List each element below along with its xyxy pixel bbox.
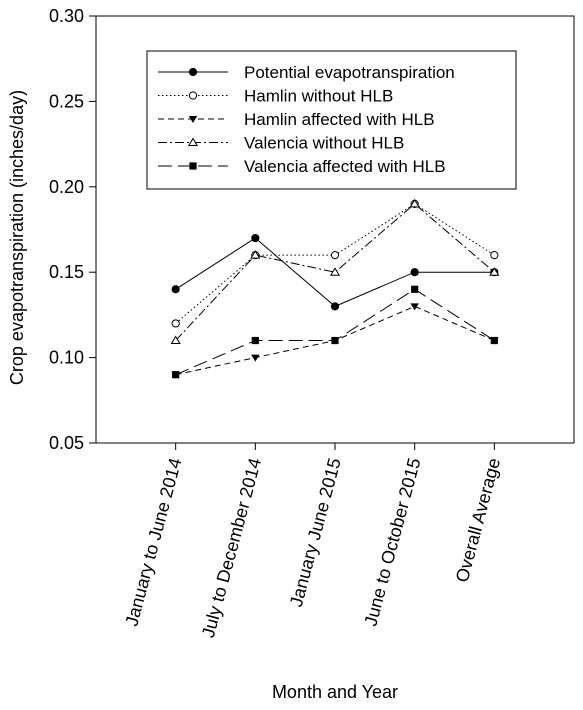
series-layer <box>170 198 500 379</box>
x-tick-label: Overall Average <box>452 456 504 585</box>
legend-marker <box>188 116 198 123</box>
data-point <box>330 302 340 311</box>
data-point <box>171 319 180 328</box>
y-tick-label: 0.05 <box>49 433 84 453</box>
legend-label: Valencia affected with HLB <box>244 157 446 176</box>
data-point <box>490 251 499 260</box>
data-point <box>251 336 259 345</box>
data-point <box>170 335 181 345</box>
y-axis-title: Crop evapotranspiration (inches/day) <box>7 90 27 385</box>
data-point <box>409 198 420 208</box>
x-tick-label: January to June 2014 <box>121 456 185 628</box>
x-tick-label: July to December 2014 <box>198 456 265 640</box>
data-point <box>250 250 261 259</box>
data-point <box>330 251 340 260</box>
y-tick-label: 0.10 <box>49 348 84 368</box>
data-point <box>171 285 180 294</box>
legend-label: Potential evapotranspiration <box>244 63 455 82</box>
legend-label: Hamlin without HLB <box>244 87 393 106</box>
y-axis: 0.05 0.10 0.15 0.20 0.25 0.30 <box>49 6 96 453</box>
data-point <box>490 336 498 345</box>
data-point <box>410 303 419 311</box>
x-axis: January to June 2014 July to December 201… <box>121 443 504 640</box>
series-valencia-without-hlb <box>170 198 500 345</box>
data-point <box>410 268 419 277</box>
data-point <box>251 233 260 243</box>
legend-label: Valencia without HLB <box>244 134 404 153</box>
legend-marker <box>189 162 197 170</box>
series-potential-evapotranspiration <box>171 233 499 311</box>
series-valencia-affected-with-hlb <box>172 285 498 379</box>
x-axis-title: Month and Year <box>272 682 398 702</box>
legend-marker <box>188 91 198 100</box>
legend: Potential evapotranspiration Hamlin witho… <box>146 50 517 190</box>
data-point <box>489 267 500 276</box>
data-point <box>251 354 260 362</box>
legend-marker <box>188 67 198 77</box>
y-tick-label: 0.20 <box>49 177 84 197</box>
data-point <box>329 267 341 276</box>
series-line <box>175 288 495 376</box>
y-tick-label: 0.25 <box>49 91 84 111</box>
legend-label: Hamlin affected with HLB <box>244 110 435 129</box>
y-tick-label: 0.15 <box>49 262 84 282</box>
data-point <box>411 285 419 293</box>
y-tick-label: 0.30 <box>49 6 84 26</box>
data-point <box>331 336 339 345</box>
legend-marker <box>187 137 199 146</box>
data-point <box>172 371 180 379</box>
x-tick-label: June to October 2015 <box>360 456 424 628</box>
x-tick-label: January June 2015 <box>286 456 345 609</box>
